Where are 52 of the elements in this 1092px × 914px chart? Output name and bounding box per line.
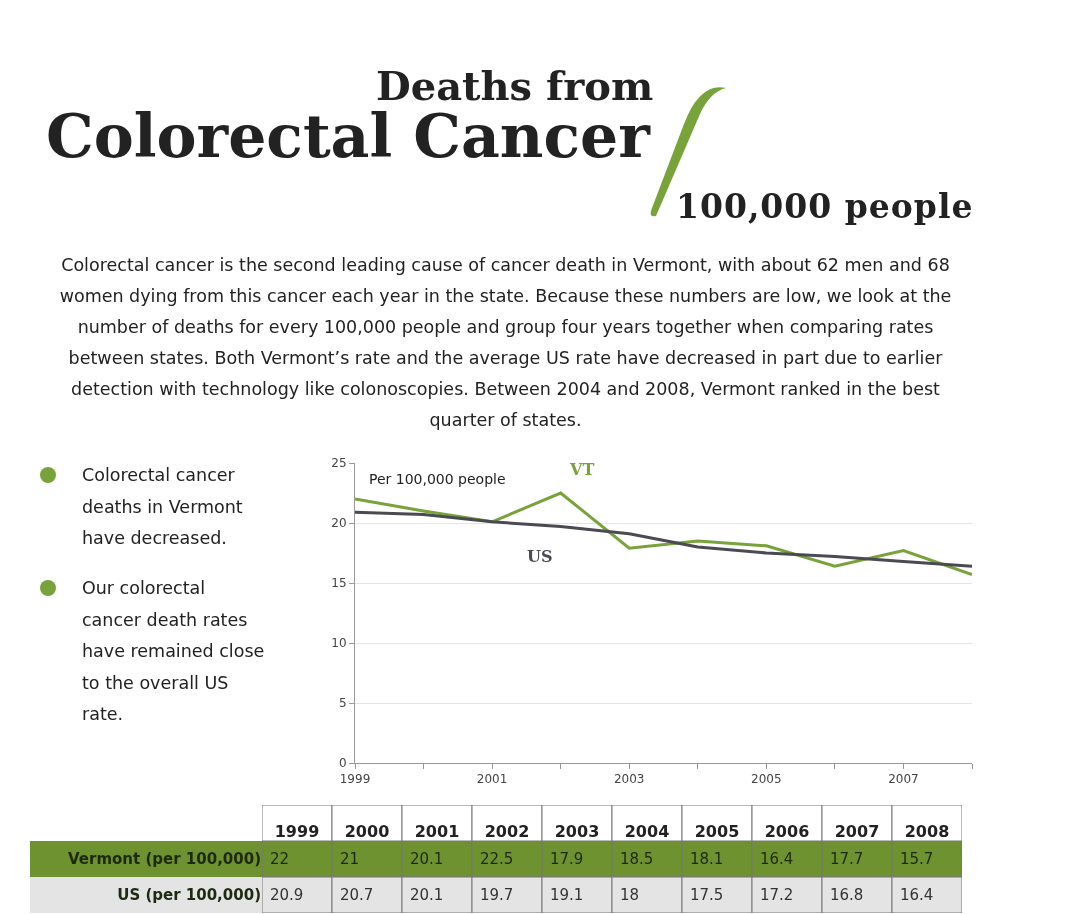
y-tick-label: 20 — [331, 516, 347, 531]
data-label: 17.2 — [760, 886, 794, 904]
y-tick-label: US (per 100,000) — [117, 886, 261, 905]
x-tick-label: 2003 — [554, 821, 600, 841]
series-label: US — [527, 547, 553, 566]
data-label: 20.9 — [270, 886, 304, 904]
x-tick-label: 1999 — [339, 772, 371, 787]
chart-subtitle: 100,000 people — [676, 187, 974, 226]
data-label: 15.7 — [900, 850, 934, 868]
line-series — [355, 510, 972, 568]
data-label: 20.1 — [410, 850, 444, 868]
data-label: 16.8 — [830, 886, 864, 904]
y-tick-label: 25 — [331, 456, 347, 471]
x-tick-label: 2004 — [624, 821, 670, 841]
text: Colorectal cancer deaths in Vermont have decreased. — [81, 464, 244, 550]
data-label: 18 — [620, 886, 640, 904]
y-axis-title: Per 100,000 people — [369, 471, 506, 487]
data-label: 19.1 — [550, 886, 584, 904]
text: Our colorectal cancer death rates have remained close to the overall US rate. — [81, 577, 266, 726]
x-tick-label: 2007 — [834, 821, 880, 841]
y-tick-label: 10 — [331, 636, 347, 651]
data-label: 17.7 — [830, 850, 864, 868]
data-label: 22 — [270, 850, 290, 868]
y-tick-label: 0 — [338, 756, 347, 771]
data-label: 18.5 — [620, 850, 654, 868]
data-label: 19.7 — [480, 886, 514, 904]
x-tick-label: 2007 — [888, 772, 919, 787]
series-label: VT — [569, 460, 595, 479]
x-tick-label: 2001 — [476, 772, 508, 787]
y-tick-label: 5 — [338, 696, 347, 711]
data-label: 16.4 — [900, 886, 934, 904]
data-label: 18.1 — [690, 850, 724, 868]
data-label: 17.9 — [550, 850, 584, 868]
data-label: 21 — [340, 850, 360, 868]
data-label: 16.4 — [760, 850, 794, 868]
x-tick-label: 2002 — [484, 821, 530, 841]
x-tick-label: 2008 — [904, 821, 950, 841]
chart-title: Deaths from Colorectal Cancer — [46, 62, 654, 171]
data-label: 20.7 — [340, 886, 374, 904]
y-tick-label: 15 — [331, 576, 347, 591]
x-tick-label: 2005 — [751, 772, 782, 787]
x-tick-label: 2001 — [414, 821, 460, 841]
x-tick-label: 2000 — [344, 821, 390, 841]
x-tick-label: 1999 — [274, 821, 320, 841]
x-tick-label: 2005 — [694, 821, 740, 841]
y-tick-label: Vermont (per 100,000) — [68, 850, 261, 869]
data-label: 17.5 — [690, 886, 724, 904]
text: Colorectal cancer is the second leading cause of cancer death in Vermont, with about 62 men and 68 women dying from this cancer each year in the state. Because these numbers are low, we look at the number of deaths for every 100,000 people and group four years together when comparing rates between states. Both Vermont’s rate and the average US rate have decreased in part due to earlier detection with technology like colonoscopies. Between 2004 and 2008, Vermont ranked in the best quarter of states. — [58, 254, 953, 432]
data-label: 20.1 — [410, 886, 444, 904]
x-tick-label: 2006 — [764, 821, 810, 841]
x-tick-label: 2003 — [613, 772, 645, 787]
data-label: 22.5 — [480, 850, 514, 868]
